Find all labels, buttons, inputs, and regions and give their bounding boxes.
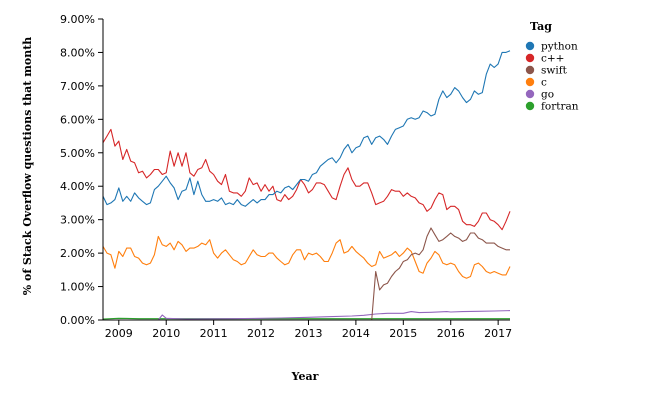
- legend-label: python: [541, 41, 578, 53]
- series-line-c: [102, 235, 511, 279]
- y-tick-label: 5.00%: [60, 147, 95, 160]
- plot-lines: [102, 50, 511, 321]
- y-axis-title: % of Stack Overflow questions that month: [21, 37, 34, 296]
- legend-label: fortran: [541, 101, 579, 113]
- legend-label: c++: [541, 53, 564, 65]
- x-tick-label: 2016: [437, 327, 465, 340]
- x-tick-label: 2014: [342, 327, 370, 340]
- x-tick-label: 2010: [152, 327, 180, 340]
- series-line-swift: [371, 227, 510, 321]
- y-tick-label: 2.00%: [60, 247, 95, 260]
- legend-marker: [525, 41, 535, 51]
- legend-label: go: [541, 89, 554, 101]
- legend-marker: [525, 101, 535, 111]
- x-tick-label: 2013: [294, 327, 322, 340]
- legend-title: Tag: [530, 20, 552, 33]
- legend-label: c: [541, 77, 547, 89]
- y-tick-label: 3.00%: [60, 214, 95, 227]
- y-axis-ticks: 0.00% 1.00% 2.00% 3.00% 4.00% 5.00% 6.00% 7.00%…: [60, 13, 103, 327]
- y-tick-label: 8.00%: [60, 46, 95, 59]
- y-tick-label: 0.00%: [60, 314, 95, 327]
- x-tick-label: 2011: [200, 327, 228, 340]
- series-line-python: [102, 50, 511, 207]
- legend-marker: [525, 53, 535, 63]
- series-line-go: [157, 310, 511, 321]
- x-tick-label: 2012: [247, 327, 275, 340]
- y-tick-label: 1.00%: [60, 281, 95, 294]
- legend-label: swift: [541, 65, 568, 77]
- x-tick-label: 2015: [389, 327, 417, 340]
- x-tick-label: 2017: [484, 327, 512, 340]
- x-tick-label: 2009: [105, 327, 133, 340]
- series-line-cpp: [102, 128, 511, 231]
- series-line-fortran: [102, 317, 510, 320]
- x-axis-ticks: 2009 2010 2011 2012 2013 2014 2015 2016 2017: [105, 320, 512, 340]
- legend-marker: [525, 89, 535, 99]
- y-tick-label: 6.00%: [60, 113, 95, 126]
- y-tick-label: 7.00%: [60, 80, 95, 93]
- legend-marker: [525, 77, 535, 87]
- y-tick-label: 4.00%: [60, 180, 95, 193]
- y-tick-label: 9.00%: [60, 13, 95, 26]
- legend-marker: [525, 65, 535, 75]
- x-axis-title: Year: [291, 370, 319, 383]
